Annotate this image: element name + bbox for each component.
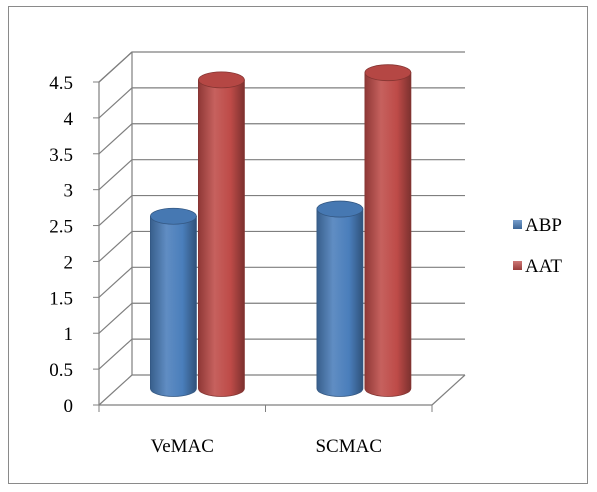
y-tick-label: 4	[64, 109, 74, 130]
bar-aat-scmac	[364, 64, 412, 397]
floor-right-edge	[431, 374, 466, 406]
y-tick-label: 0.5	[49, 360, 73, 381]
cylinder-top	[197, 71, 245, 89]
floor-left-edge	[98, 374, 133, 406]
x-axis: VeMAC SCMAC	[98, 405, 433, 457]
cylinder-body	[150, 215, 197, 397]
gridline	[98, 87, 465, 119]
x-tick-label: SCMAC	[315, 436, 382, 457]
cylinder-body	[316, 208, 364, 397]
gridline	[98, 194, 465, 226]
legend-label-aat: AAT	[525, 256, 562, 277]
gridline	[98, 123, 465, 155]
y-tick-label: 3.5	[49, 145, 73, 166]
gridline	[98, 159, 465, 191]
bar-abp-scmac	[316, 200, 364, 397]
y-tick-label: 2.5	[49, 217, 73, 238]
y-axis-ticks: 0 0.5 1 1.5 2 2.5 3 3.5 4 4.5	[49, 73, 99, 417]
y-tick-label: 1	[64, 324, 74, 345]
cylinder-top	[149, 207, 197, 225]
gridline	[98, 51, 465, 83]
bars	[149, 64, 412, 397]
y-tick-label: 1.5	[49, 288, 73, 309]
y-tick-label: 0	[64, 396, 74, 417]
bar-abp-vemac	[149, 207, 197, 397]
legend-label-abp: ABP	[525, 215, 562, 236]
bar-aat-vemac	[197, 71, 245, 397]
legend: ABP AAT	[513, 215, 562, 277]
cylinder-top	[316, 200, 364, 218]
x-tick-label: VeMAC	[151, 436, 214, 457]
cylinder-top	[364, 64, 412, 82]
cylinder-body	[198, 79, 245, 397]
cylinder-body	[364, 72, 412, 397]
legend-swatch-abp	[513, 220, 522, 229]
y-tick-label: 4.5	[49, 73, 73, 94]
y-tick-label: 3	[64, 181, 74, 202]
legend-swatch-aat	[513, 261, 522, 270]
y-tick-label: 2	[64, 252, 74, 273]
chart-frame	[8, 6, 588, 484]
